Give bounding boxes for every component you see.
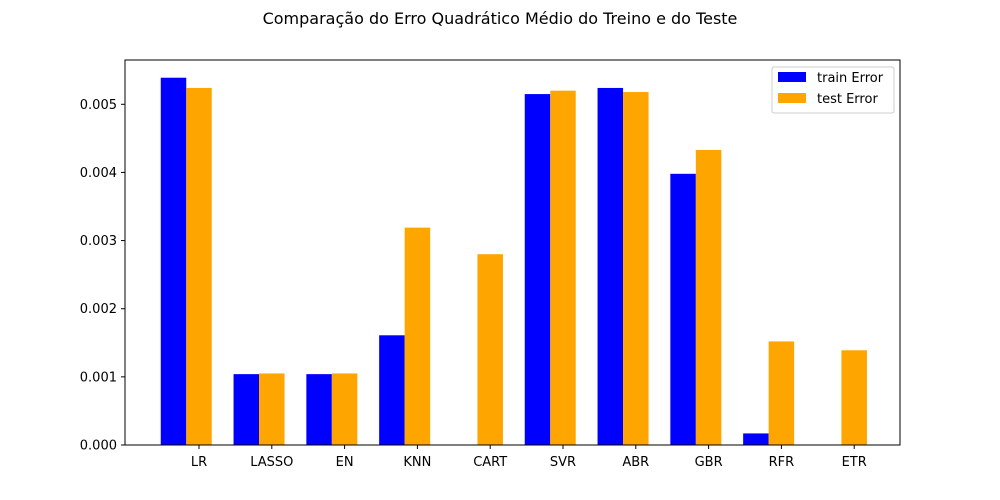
- bar-train-lr: [160, 77, 187, 445]
- y-tick-label: 0.001: [80, 370, 117, 385]
- x-tick-label-abr: ABR: [622, 455, 649, 470]
- bar-test-etr: [841, 350, 867, 445]
- x-tick-label-lasso: LASSO: [250, 455, 293, 470]
- x-tick-label-gbr: GBR: [695, 455, 723, 470]
- y-axis: 0.000 0.001 0.002 0.003 0.004 0.005: [80, 98, 125, 454]
- y-tick-label: 0.005: [80, 98, 117, 113]
- y-tick-label: 0.003: [80, 234, 117, 249]
- bar-test-lr: [186, 87, 212, 445]
- bar-train-knn: [379, 335, 405, 445]
- chart-title: Comparação do Erro Quadrático Médio do T…: [263, 9, 738, 28]
- bar-test-cart: [477, 254, 503, 445]
- y-tick-label: 0.000: [80, 439, 117, 454]
- legend-label-train: train Error: [817, 71, 884, 86]
- bar-test-rfr: [768, 341, 795, 445]
- y-tick-label: 0.004: [80, 166, 117, 181]
- bar-test-lasso: [259, 373, 285, 445]
- bar-train-svr: [524, 94, 551, 445]
- bar-train-gbr: [670, 173, 696, 446]
- x-tick-label-lr: LR: [191, 455, 207, 470]
- x-tick-label-svr: SVR: [550, 455, 576, 470]
- y-tick-label: 0.002: [80, 302, 117, 317]
- bars-group: [160, 77, 867, 446]
- legend-swatch-test: [778, 93, 806, 103]
- bar-test-knn: [404, 227, 431, 445]
- bar-test-en: [331, 373, 358, 445]
- x-axis: LR LASSO EN KNN CART SVR ABR GBR RFR ETR: [191, 445, 867, 470]
- x-tick-label-en: EN: [336, 455, 354, 470]
- x-tick-label-knn: KNN: [403, 455, 431, 470]
- bar-train-en: [306, 374, 332, 445]
- x-tick-label-cart: CART: [473, 455, 507, 470]
- legend-swatch-train: [778, 72, 806, 82]
- bar-test-gbr: [695, 149, 722, 445]
- plot-frame: [124, 59, 901, 446]
- bar-train-rfr: [743, 433, 769, 445]
- x-tick-label-rfr: RFR: [769, 455, 795, 470]
- bar-train-abr: [597, 87, 624, 445]
- bar-test-svr: [550, 90, 576, 445]
- x-tick-label-etr: ETR: [842, 455, 867, 470]
- bar-train-lasso: [233, 374, 260, 445]
- bar-test-abr: [623, 92, 649, 445]
- legend: train Error test Error: [771, 66, 895, 114]
- legend-label-test: test Error: [817, 92, 878, 107]
